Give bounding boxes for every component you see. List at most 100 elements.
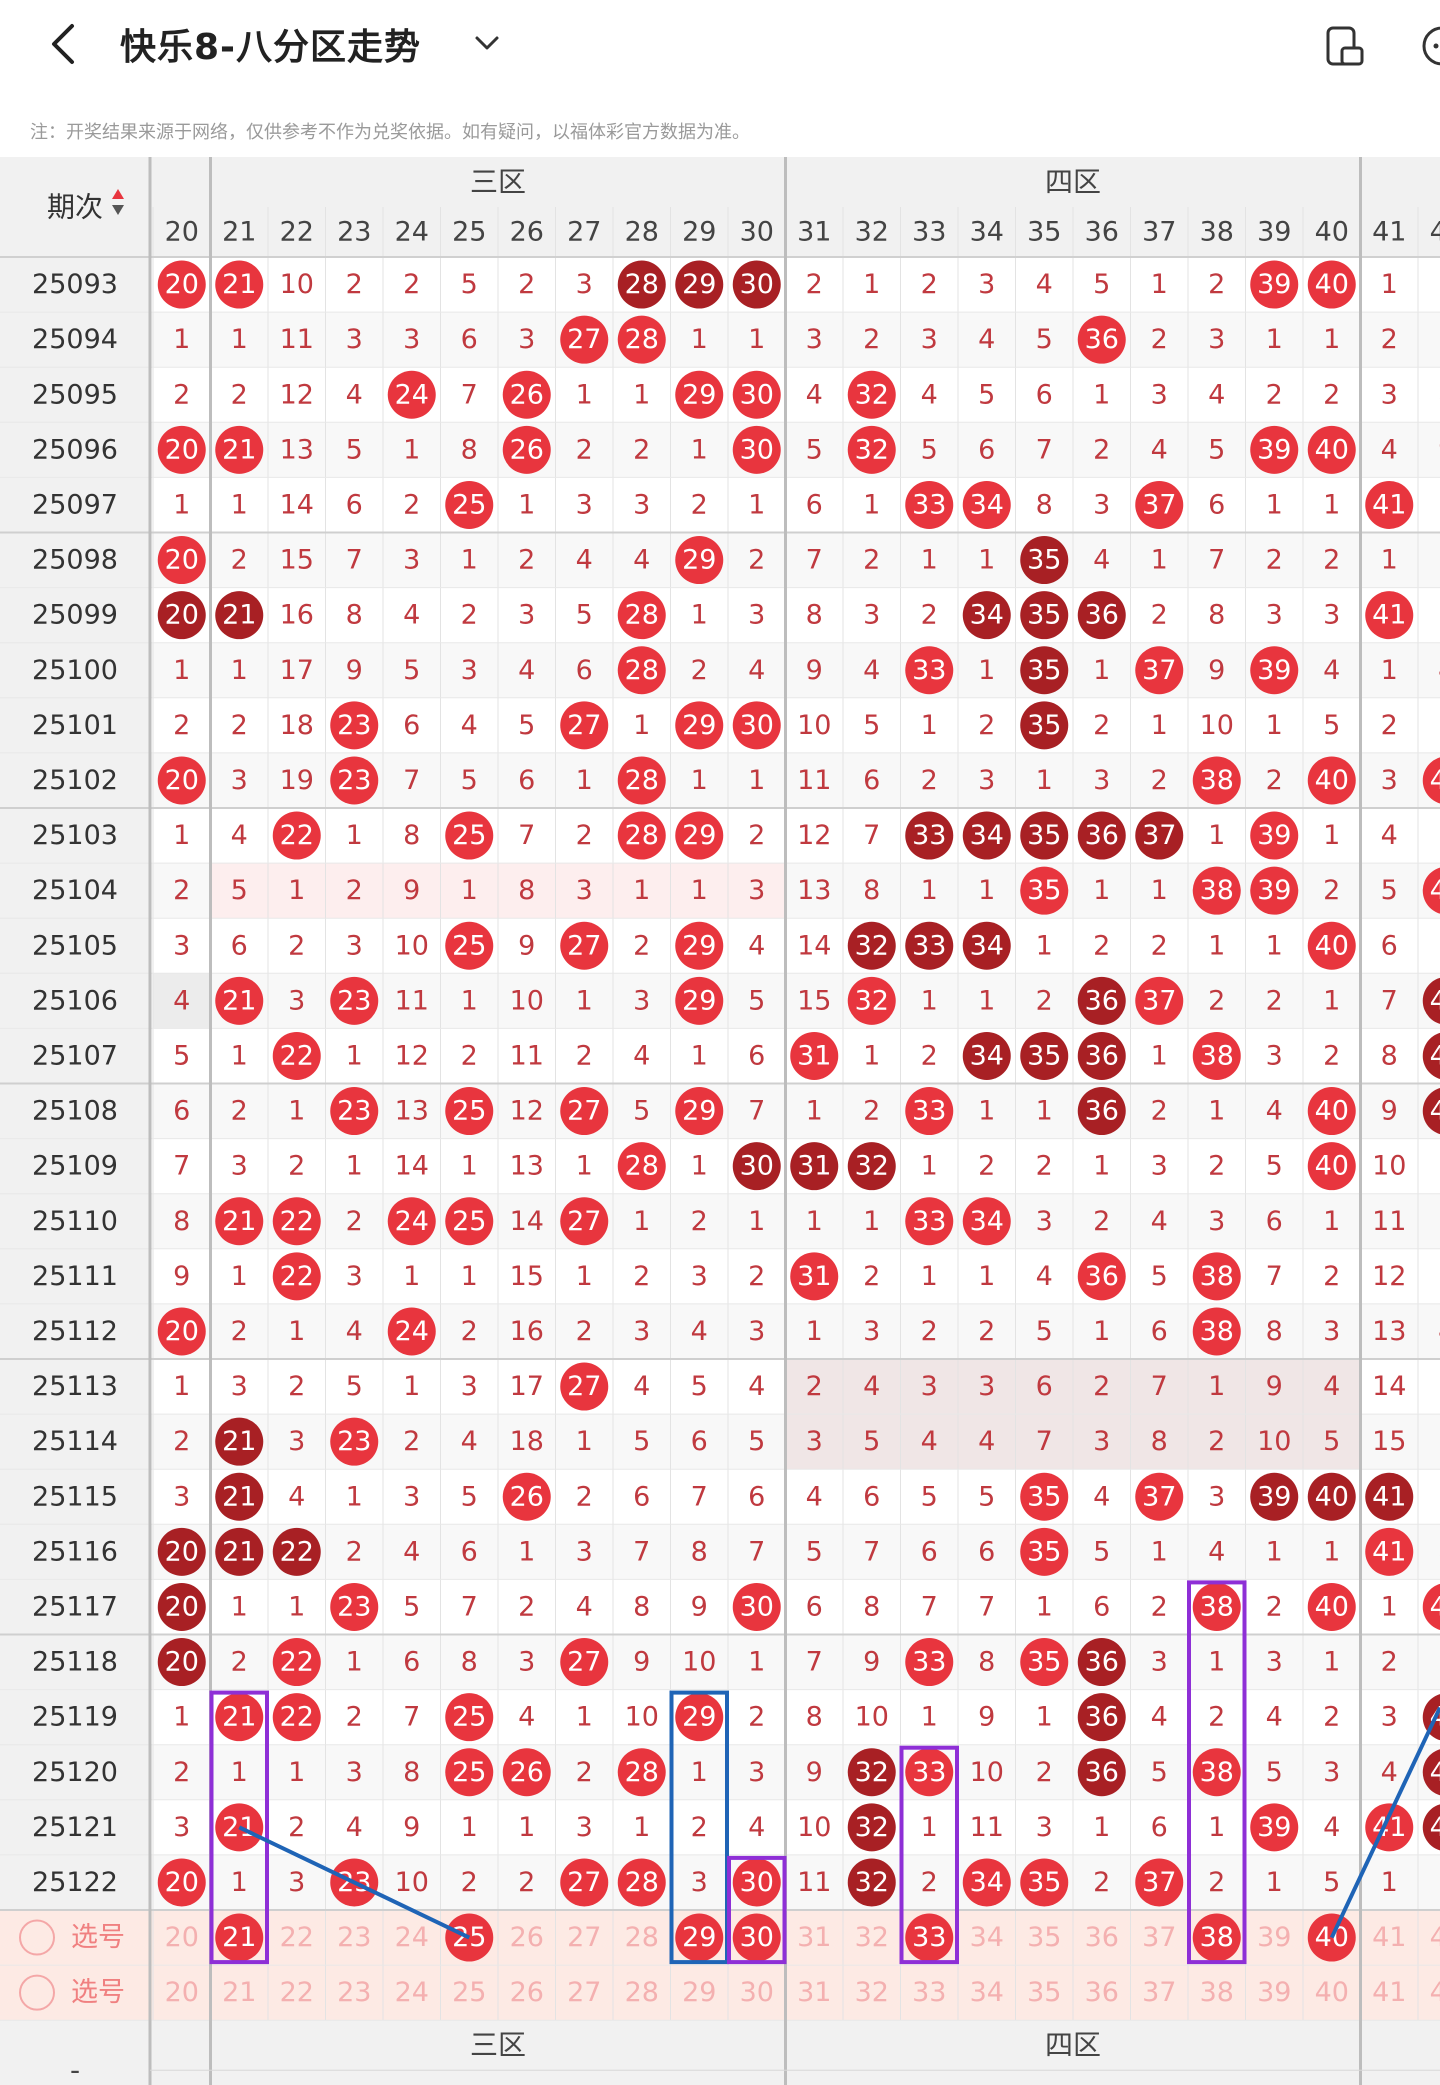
omission-value: 2 [576, 1040, 593, 1071]
omission-value: 9 [346, 655, 363, 686]
draw-ball [847, 425, 896, 474]
omission-value: 1 [576, 985, 593, 1016]
omission-value: 11 [510, 1040, 544, 1071]
omission-value: 8 [461, 1647, 478, 1678]
omission-value: 1 [1438, 489, 1440, 520]
selected-ball[interactable] [675, 1913, 724, 1962]
omission-value: 2 [1438, 545, 1440, 576]
draw-ball-number: 28 [625, 655, 659, 686]
omission-value: 2 [978, 1316, 995, 1347]
omission-value: 4 [231, 820, 248, 851]
omission-value: 3 [1266, 600, 1283, 631]
omission-value: 1 [1323, 820, 1340, 851]
draw-ball-number: 35 [1027, 1647, 1061, 1678]
draw-ball [1365, 1527, 1414, 1576]
draw-ball-number: 29 [682, 379, 716, 410]
omission-value: 6 [173, 1096, 190, 1127]
draw-ball-number: 37 [1142, 655, 1176, 686]
omission-value: 4 [1381, 1757, 1398, 1788]
omission-value: 3 [633, 489, 650, 520]
period-cell-bg [0, 1359, 150, 1415]
omission-value: 1 [633, 379, 650, 410]
draw-ball [330, 976, 379, 1025]
select-radio[interactable] [19, 1974, 55, 2011]
omission-value: 5 [1036, 1316, 1053, 1347]
draw-ball [330, 1582, 379, 1631]
omission-value: 1 [1266, 1867, 1283, 1898]
draw-ball-number: 21 [222, 434, 256, 465]
draw-ball [272, 1197, 321, 1246]
back-icon[interactable] [42, 22, 82, 66]
omission-value: 2 [518, 269, 535, 300]
omission-value: 2 [863, 324, 880, 355]
omission-value: 1 [1151, 545, 1168, 576]
rotate-screen-icon[interactable] [1322, 24, 1366, 68]
footer-column-number: 40 [1315, 2083, 1349, 2085]
draw-ball-number: 36 [1085, 1647, 1119, 1678]
omission-value: 6 [1438, 1426, 1440, 1457]
omission-value: 3 [461, 655, 478, 686]
column-number-40: 40 [1315, 217, 1349, 248]
draw-ball [1135, 1858, 1184, 1907]
column-number-24: 24 [395, 217, 429, 248]
omission-value: 4 [978, 1426, 995, 1457]
omission-value: 1 [518, 489, 535, 520]
omission-value: 1 [633, 1206, 650, 1237]
omission-value: 6 [748, 1040, 765, 1071]
chevron-down-icon[interactable] [472, 28, 502, 58]
omission-value: 4 [576, 545, 593, 576]
draw-ball [1422, 977, 1440, 1024]
selected-ball[interactable] [1192, 1913, 1241, 1962]
draw-ball [215, 1693, 264, 1742]
draw-ball [675, 811, 724, 860]
omission-value: 4 [633, 1371, 650, 1402]
draw-ball-number: 22 [280, 1647, 314, 1678]
omission-value: 8 [1036, 489, 1053, 520]
draw-ball-number: 41 [1372, 1536, 1406, 1567]
omission-value: 1 [1151, 710, 1168, 741]
selected-ball[interactable] [732, 1913, 781, 1962]
draw-ball [1020, 1472, 1069, 1521]
footer-column-number: 27 [567, 2083, 601, 2085]
draw-ball [215, 976, 264, 1025]
period-label: 25120 [32, 1757, 118, 1788]
draw-ball [617, 646, 666, 695]
omission-value: 11 [797, 1867, 831, 1898]
omission-value: 2 [1208, 985, 1225, 1016]
select-radio[interactable] [19, 1919, 55, 1956]
draw-ball-number: 25 [452, 1702, 486, 1733]
select-ball-option: 35 [1027, 1977, 1061, 2008]
select-ball-option: 33 [912, 1977, 946, 2008]
draw-ball-number: 23 [337, 710, 371, 741]
period-label: 25104 [32, 875, 118, 906]
omission-value: 4 [346, 379, 363, 410]
omission-value: 5 [921, 434, 938, 465]
omission-value: 9 [633, 1647, 650, 1678]
selected-ball[interactable] [215, 1913, 264, 1962]
draw-ball-number: 32 [855, 434, 889, 465]
column-number-37: 37 [1142, 217, 1176, 248]
select-ball-option: 27 [567, 1977, 601, 2008]
table-footer-bg [0, 2020, 1440, 2085]
period-label: 25117 [32, 1591, 118, 1622]
omission-value: 2 [173, 875, 190, 906]
sort-down-icon[interactable] [112, 205, 124, 215]
draw-ball-number: 42 [1430, 985, 1440, 1016]
omission-value: 2 [1036, 1151, 1053, 1182]
period-label: 25116 [32, 1536, 118, 1567]
draw-ball-number: 20 [165, 1867, 199, 1898]
omission-value: 8 [1438, 1536, 1440, 1567]
draw-ball-number: 41 [1372, 1481, 1406, 1512]
selected-ball[interactable] [905, 1913, 954, 1962]
omission-value: 4 [403, 1536, 420, 1567]
footer-column-number: 32 [855, 2083, 889, 2085]
omission-value: 2 [748, 1261, 765, 1292]
omission-value: 1 [1151, 1040, 1168, 1071]
sort-up-icon[interactable] [112, 189, 124, 199]
omission-value: 2 [461, 1040, 478, 1071]
draw-ball-number: 22 [280, 1261, 314, 1292]
period-cell-bg [0, 312, 150, 368]
draw-ball-number: 40 [1315, 1096, 1349, 1127]
select-ball-option: 31 [797, 1977, 831, 2008]
more-icon[interactable] [1418, 24, 1440, 68]
